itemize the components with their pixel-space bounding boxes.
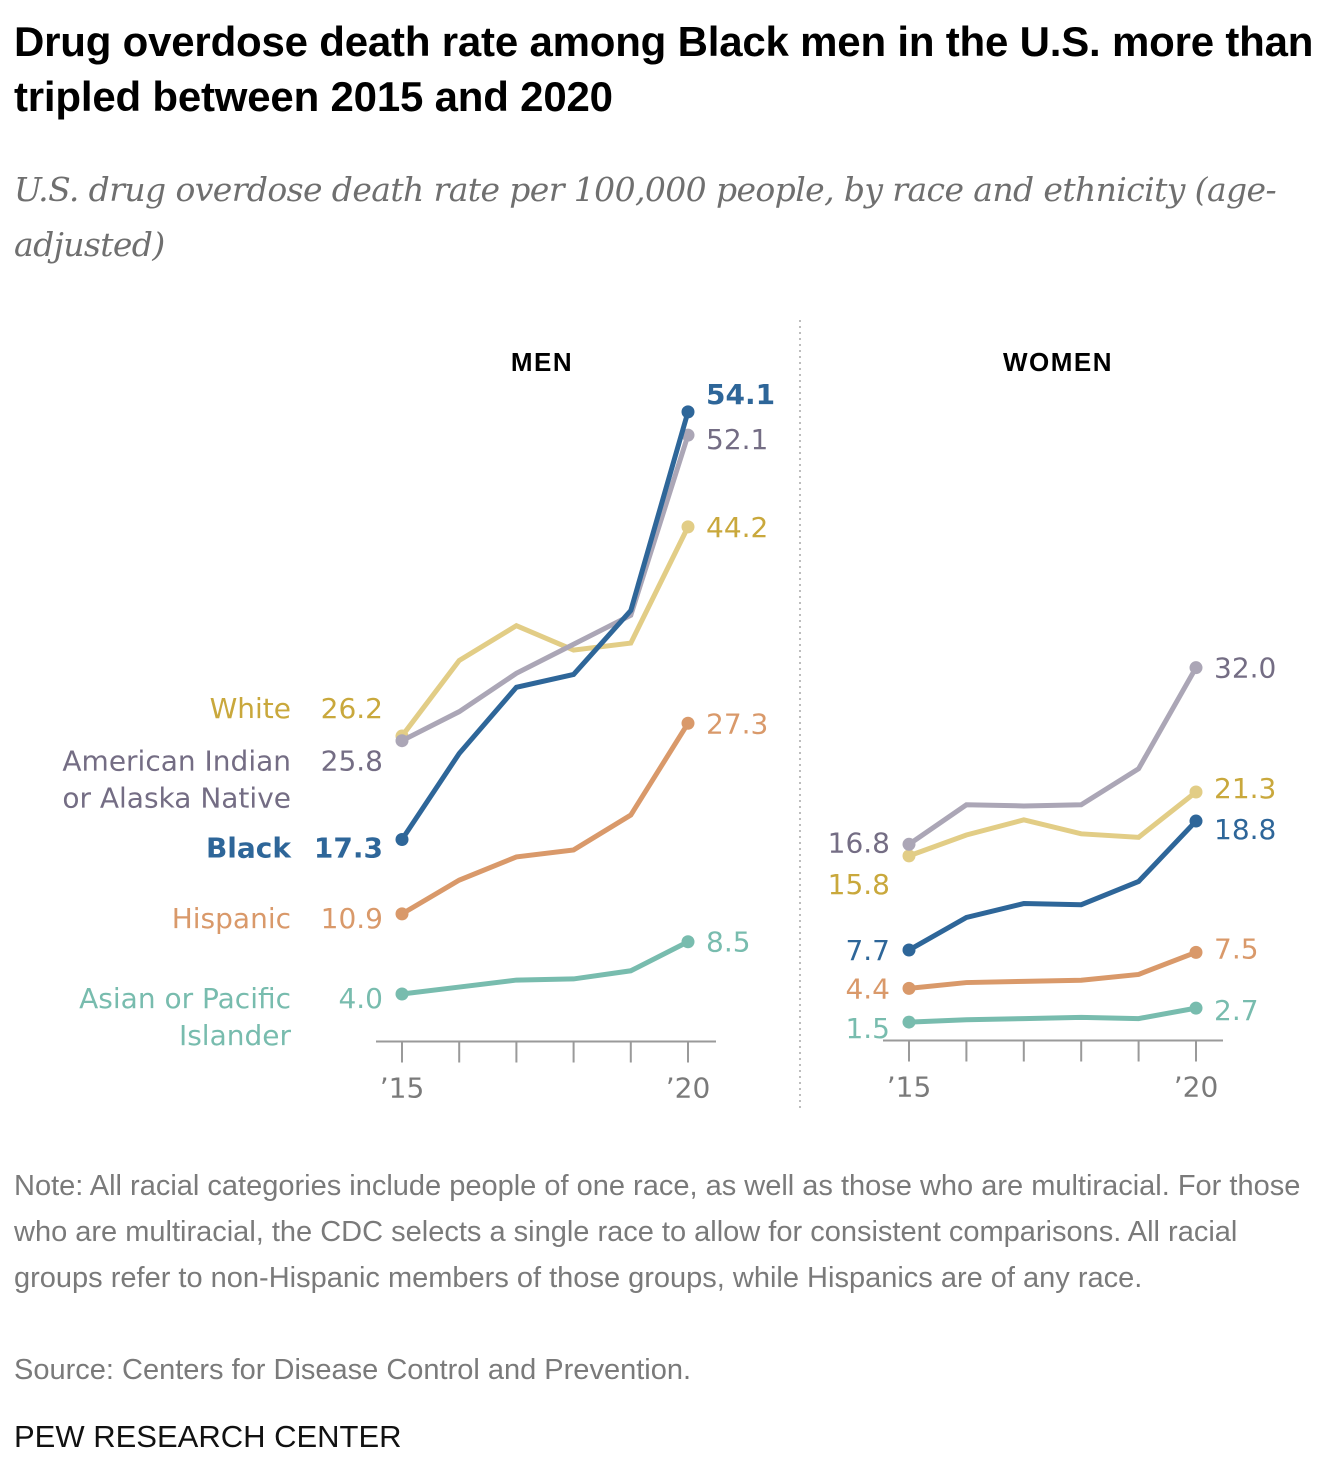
data-point-start-asian [902,1015,916,1029]
end-value-label-aian: 32.0 [1214,652,1276,685]
series-line-white [906,789,1199,859]
data-point-start-white [902,849,916,863]
panel-title-women: WOMEN [1003,347,1113,377]
panel-women: ’15 ’20 15.8 21.3 16.8 32.0 7.7 18.8 4.4 7.5 1.5 2.… [828,652,1277,1104]
series-name-label-asian: Asian or Pacific [79,982,291,1015]
x-tick-label: ’20 [1174,1071,1219,1104]
series-line-aian [399,432,691,744]
data-point-end-white [681,520,695,534]
data-point-end-hispanic [681,716,695,730]
series-name-label-aian: or Alaska Native [62,782,291,815]
start-value-label-black: 7.7 [845,934,890,967]
source-note: Source: Centers for Disease Control and … [14,1354,692,1386]
end-value-label-white: 44.2 [706,511,768,544]
data-point-start-black [395,832,409,846]
data-point-end-asian [681,935,695,949]
start-value-label-hispanic: 4.4 [845,972,890,1005]
series-name-label-hispanic: Hispanic [172,902,291,935]
start-value-label-hispanic: 10.9 [321,902,383,935]
series-line-black [906,818,1199,953]
end-value-label-asian: 8.5 [706,926,751,959]
line-chart: MEN WOMEN ’15 ’20 26.2 44.2 White 25.8 52.1 Ame… [62,320,1277,1108]
data-point-start-hispanic [395,907,409,921]
panel-men: ’15 ’20 26.2 44.2 White 25.8 52.1 American Indi… [62,378,775,1105]
data-point-end-black [681,405,695,419]
end-value-label-asian: 2.7 [1214,994,1259,1027]
data-point-end-aian [1189,661,1203,675]
data-point-end-asian [1189,1001,1203,1015]
end-value-label-white: 21.3 [1214,772,1276,805]
data-point-end-black [1189,814,1203,828]
series-line-hispanic [399,720,691,917]
series-line-hispanic [906,949,1199,991]
start-value-label-asian: 4.0 [338,982,383,1015]
start-value-label-white: 26.2 [321,692,383,725]
chart-subtitle: U.S. drug overdose death rate per 100,00… [14,170,1277,264]
panel-title-men: MEN [511,347,573,377]
data-point-start-aian [395,734,409,748]
end-value-label-hispanic: 27.3 [706,707,768,740]
x-tick-label: ’15 [380,1072,425,1105]
data-point-end-hispanic [1189,945,1203,959]
data-point-start-black [902,943,916,957]
end-value-label-black: 54.1 [706,378,775,411]
end-value-label-aian: 52.1 [706,423,768,456]
start-value-label-asian: 1.5 [845,1012,890,1045]
end-value-label-black: 18.8 [1214,813,1276,846]
series-name-label-asian: Islander [179,1019,292,1052]
footnote: Note: All racial categories include peop… [14,1170,1301,1294]
data-point-start-asian [395,987,409,1001]
series-line-aian [906,665,1199,847]
start-value-label-aian: 16.8 [828,826,890,859]
x-tick-label: ’20 [666,1072,711,1105]
chart-title: Drug overdose death rate among Black men… [14,18,1314,120]
brand-logo-text: PEW RESEARCH CENTER [14,1419,402,1454]
data-point-end-white [1189,785,1203,799]
data-point-start-hispanic [902,981,916,995]
x-tick-label: ’15 [887,1071,932,1104]
end-value-label-hispanic: 7.5 [1214,932,1259,965]
start-value-label-aian: 25.8 [321,745,383,778]
series-name-label-white: White [210,692,291,725]
series-line-asian [906,1005,1199,1025]
start-value-label-white: 15.8 [828,868,890,901]
series-line-white [399,524,691,739]
series-line-asian [399,939,691,997]
series-line-black [399,409,691,842]
series-name-label-aian: American Indian [62,745,291,778]
start-value-label-black: 17.3 [314,831,383,864]
data-point-start-aian [902,837,916,851]
series-name-label-black: Black [206,831,292,864]
